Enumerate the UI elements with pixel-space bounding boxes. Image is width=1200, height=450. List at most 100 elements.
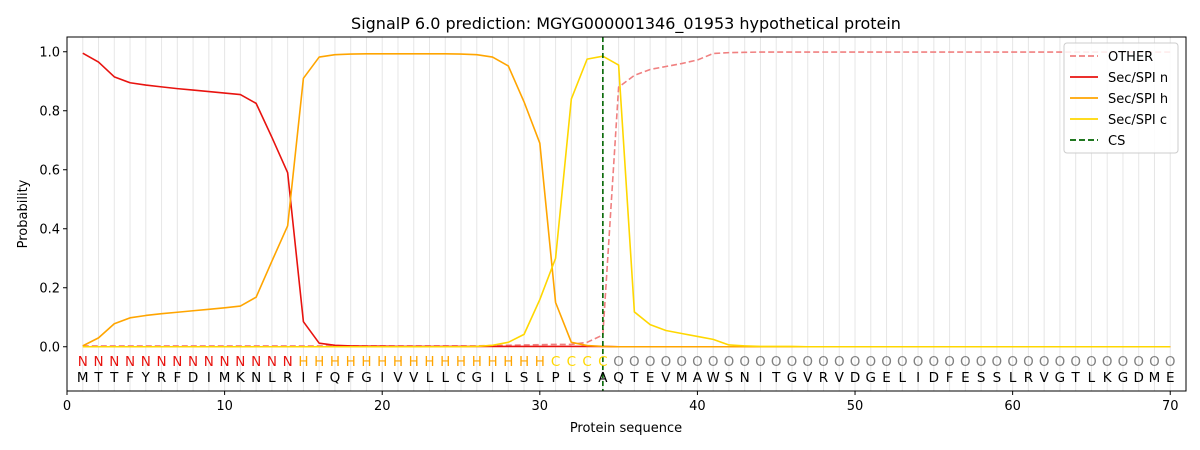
region-label: O [708, 354, 719, 370]
residue-label: D [188, 370, 198, 386]
residue-label: L [1009, 370, 1017, 386]
residue-label: N [251, 370, 261, 386]
residue-label: C [456, 370, 465, 386]
y-axis-label: Probability [16, 179, 31, 248]
region-label: O [739, 354, 750, 370]
residue-label: A [598, 370, 608, 386]
residue-label: I [380, 370, 384, 386]
series-layer [82, 37, 1171, 391]
region-label: N [78, 354, 88, 370]
region-label: H [440, 354, 450, 370]
residue-label: V [835, 370, 845, 386]
residue-label: T [1071, 370, 1081, 386]
residue-label: S [993, 370, 1002, 386]
region-label: O [613, 354, 624, 370]
region-label: O [960, 354, 971, 370]
residue-label: W [707, 370, 720, 386]
residue-label: T [771, 370, 781, 386]
legend-label-other: OTHER [1108, 50, 1153, 65]
residue-label: D [1134, 370, 1144, 386]
residue-label: Q [613, 370, 624, 386]
region-label: H [314, 354, 324, 370]
region-label: H [519, 354, 529, 370]
residue-label: S [725, 370, 734, 386]
region-label: H [487, 354, 497, 370]
residue-label: L [568, 370, 576, 386]
legend-box [1063, 42, 1179, 154]
region-label: H [346, 354, 356, 370]
residue-label: L [268, 370, 276, 386]
x-tick-label: 20 [374, 399, 391, 414]
residue-label: I [491, 370, 495, 386]
region-label: O [771, 354, 782, 370]
legend-label-sec-spi-n: Sec/SPI n [1108, 71, 1168, 86]
residue-label: M [219, 370, 231, 386]
region-label: H [377, 354, 387, 370]
region-label: N [251, 354, 261, 370]
residue-label: I [301, 370, 305, 386]
region-label: C [567, 354, 576, 370]
region-label: O [1007, 354, 1018, 370]
region-label: H [298, 354, 308, 370]
residue-label: L [441, 370, 449, 386]
region-label: O [865, 354, 876, 370]
region-label: H [424, 354, 434, 370]
legend-label-cs: CS [1108, 134, 1125, 149]
region-label: O [1023, 354, 1034, 370]
region-label: H [456, 354, 466, 370]
region-label: N [125, 354, 135, 370]
region-label: N [283, 354, 293, 370]
y-tick-label: 0.0 [39, 340, 60, 355]
residue-label: F [126, 370, 134, 386]
region-label: N [141, 354, 151, 370]
residue-label: T [109, 370, 119, 386]
y-tick-label: 0.4 [39, 222, 60, 237]
residue-label: I [916, 370, 920, 386]
region-label: O [629, 354, 640, 370]
residue-label: G [1118, 370, 1128, 386]
region-label: O [881, 354, 892, 370]
x-tick-label: 10 [216, 399, 233, 414]
residue-label: N [740, 370, 750, 386]
residue-label: L [536, 370, 544, 386]
x-tick-label: 60 [1004, 399, 1021, 414]
residue-label: F [173, 370, 181, 386]
region-label: O [929, 354, 940, 370]
region-label: O [992, 354, 1003, 370]
residue-label: D [850, 370, 860, 386]
region-label: H [535, 354, 545, 370]
x-tick-label: 30 [532, 399, 549, 414]
region-label: H [472, 354, 482, 370]
region-label: O [818, 354, 829, 370]
region-label: O [897, 354, 908, 370]
y-tick-label: 0.6 [39, 163, 60, 178]
region-label: O [1133, 354, 1144, 370]
region-label: O [834, 354, 845, 370]
x-tick-label: 0 [63, 399, 71, 414]
residue-label: R [819, 370, 828, 386]
series-line-sec-spi-c [82, 55, 1171, 348]
residue-label: G [866, 370, 876, 386]
residue-label: V [661, 370, 671, 386]
residue-label: F [347, 370, 355, 386]
residue-label: E [1166, 370, 1175, 386]
region-label: O [661, 354, 672, 370]
residue-label: T [629, 370, 639, 386]
residue-label: I [758, 370, 762, 386]
region-label: O [944, 354, 955, 370]
x-tick-label: 50 [847, 399, 864, 414]
residue-label: V [1040, 370, 1050, 386]
residue-label: E [961, 370, 970, 386]
residue-label: F [946, 370, 954, 386]
region-label: H [503, 354, 513, 370]
region-label: C [582, 354, 591, 370]
region-label: C [598, 354, 607, 370]
residue-label: E [646, 370, 655, 386]
residue-label: M [77, 370, 89, 386]
legend: OTHER Sec/SPI n Sec/SPI h Sec/SPI c CS [1063, 42, 1179, 154]
residue-label: I [207, 370, 211, 386]
x-tick-label: 70 [1162, 399, 1179, 414]
region-label: O [755, 354, 766, 370]
